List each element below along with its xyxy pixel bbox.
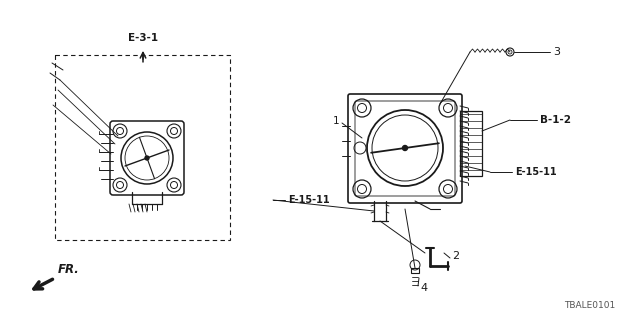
Bar: [460, 111, 482, 176]
Bar: [411, 268, 419, 273]
Text: FR.: FR.: [58, 263, 80, 276]
Circle shape: [403, 146, 408, 150]
Text: 4: 4: [420, 283, 427, 293]
Text: E-3-1: E-3-1: [128, 33, 158, 43]
Text: B-1-2: B-1-2: [540, 115, 571, 125]
Text: E-15-11: E-15-11: [288, 195, 330, 205]
Text: 2: 2: [452, 251, 459, 261]
Text: TBALE0101: TBALE0101: [564, 301, 615, 310]
Text: E-15-11: E-15-11: [515, 167, 557, 177]
Text: 1: 1: [332, 116, 339, 126]
Bar: [55, 55, 230, 240]
Circle shape: [145, 156, 149, 160]
Text: 3: 3: [553, 47, 560, 57]
